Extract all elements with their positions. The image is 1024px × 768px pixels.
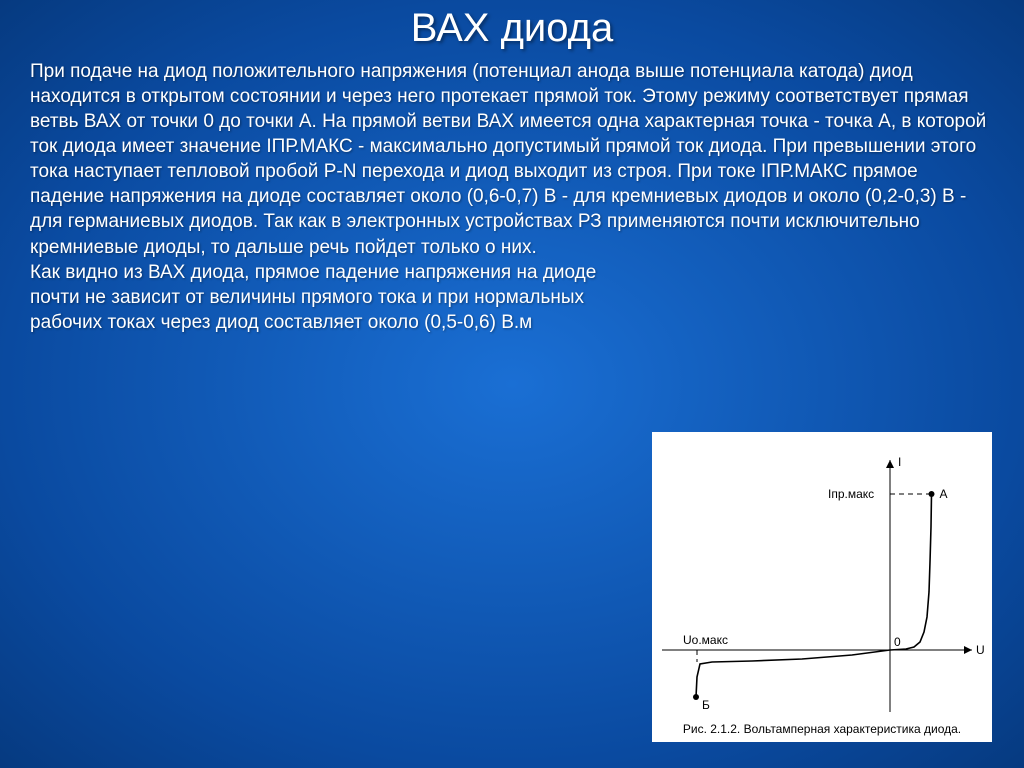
svg-text:Iпр.макс: Iпр.макс	[828, 487, 874, 501]
svg-text:Uо.макс: Uо.макс	[683, 633, 728, 647]
slide-title: ВАХ диода	[0, 0, 1024, 51]
svg-text:I: I	[898, 455, 901, 469]
paragraph-full: При подаче на диод положительного напряж…	[30, 59, 994, 260]
vah-chart: А Б Iпр.макс Uо.макс I U 0 Рис. 2.1.2. Вольтам…	[652, 432, 992, 742]
svg-text:А: А	[940, 487, 948, 501]
chart-caption: Рис. 2.1.2. Вольтамперная характеристика…	[652, 722, 992, 736]
svg-text:Б: Б	[702, 698, 710, 712]
svg-text:U: U	[976, 643, 985, 657]
body-text: При подаче на диод положительного напряж…	[0, 51, 1024, 335]
paragraph-left: Как видно из ВАХ диода, прямое падение н…	[30, 260, 640, 335]
svg-text:0: 0	[894, 635, 901, 649]
